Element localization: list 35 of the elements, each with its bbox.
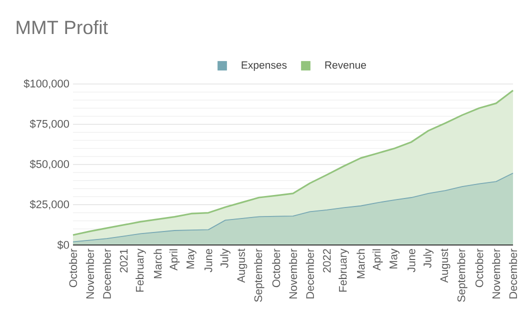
x-tick-label: February (136, 248, 146, 292)
x-tick-label: July (423, 248, 434, 268)
y-tick-label: $100,000 (24, 79, 70, 89)
x-tick-label: November (492, 248, 500, 298)
legend-label: Revenue (325, 61, 366, 69)
y-tick-label: $50,000 (30, 160, 70, 170)
x-tick-label: September (254, 248, 264, 302)
x-tick-label: April (372, 249, 383, 271)
x-tick-label: June (204, 249, 212, 272)
x-tick-label: November (86, 248, 94, 298)
x-tick-label: April (169, 249, 180, 271)
y-tick-label: $75,000 (30, 119, 70, 130)
x-tick-label: June (408, 249, 416, 272)
x-tick-label: 2021 (120, 249, 128, 272)
x-tick-label: October (272, 248, 280, 288)
x-tick-label: November (288, 248, 298, 298)
x-tick-label: August (440, 248, 450, 283)
x-tick-label: October (475, 248, 484, 288)
legend-label: Expenses (242, 61, 287, 71)
x-tick-label: February (338, 248, 349, 292)
x-tick-label: July (220, 248, 230, 268)
y-tick-label: $0 (57, 240, 70, 250)
x-tick-label: March (154, 249, 162, 278)
x-tick-label: August (237, 248, 248, 283)
x-tick-label: October (68, 248, 78, 288)
x-tick-label: December (508, 248, 518, 298)
x-tick-label: December (102, 248, 111, 298)
x-tick-label: 2022 (322, 249, 331, 272)
x-tick-label: December (306, 248, 314, 298)
y-tick-label: $25,000 (30, 200, 70, 210)
x-tick-label: May (390, 248, 400, 268)
chart-title: MMT Profit (16, 20, 108, 34)
x-tick-label: September (457, 248, 468, 302)
x-tick-label: March (356, 249, 365, 278)
x-tick-label: May (186, 248, 196, 268)
